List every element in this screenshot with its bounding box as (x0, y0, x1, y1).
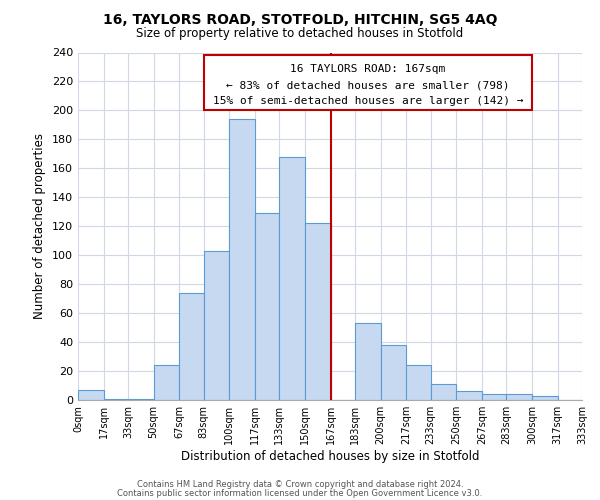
Bar (255, 213, 279, 400)
Bar (128, 398, 154, 400)
Text: Size of property relative to detached houses in Stotfold: Size of property relative to detached ho… (136, 28, 464, 40)
Bar (406, 365, 431, 400)
Bar (482, 394, 506, 400)
Bar (431, 384, 457, 400)
Bar (203, 251, 229, 400)
Bar (355, 324, 381, 400)
Text: Contains HM Land Registry data © Crown copyright and database right 2024.: Contains HM Land Registry data © Crown c… (137, 480, 463, 489)
Bar (532, 396, 558, 400)
Bar (179, 293, 203, 400)
Y-axis label: Number of detached properties: Number of detached properties (34, 133, 46, 320)
Bar (279, 157, 305, 400)
Bar (305, 224, 331, 400)
Bar (381, 345, 406, 400)
Bar (78, 390, 104, 400)
Bar (229, 119, 255, 400)
Text: ← 83% of detached houses are smaller (798): ← 83% of detached houses are smaller (79… (226, 80, 509, 90)
Bar (457, 392, 482, 400)
Text: 16, TAYLORS ROAD, STOTFOLD, HITCHIN, SG5 4AQ: 16, TAYLORS ROAD, STOTFOLD, HITCHIN, SG5… (103, 12, 497, 26)
Bar (104, 398, 128, 400)
FancyBboxPatch shape (203, 56, 532, 110)
Text: Contains public sector information licensed under the Open Government Licence v3: Contains public sector information licen… (118, 488, 482, 498)
Text: 16 TAYLORS ROAD: 167sqm: 16 TAYLORS ROAD: 167sqm (290, 64, 445, 74)
X-axis label: Distribution of detached houses by size in Stotfold: Distribution of detached houses by size … (181, 450, 479, 463)
Bar (154, 365, 179, 400)
Bar (506, 394, 532, 400)
Text: 15% of semi-detached houses are larger (142) →: 15% of semi-detached houses are larger (… (212, 96, 523, 106)
